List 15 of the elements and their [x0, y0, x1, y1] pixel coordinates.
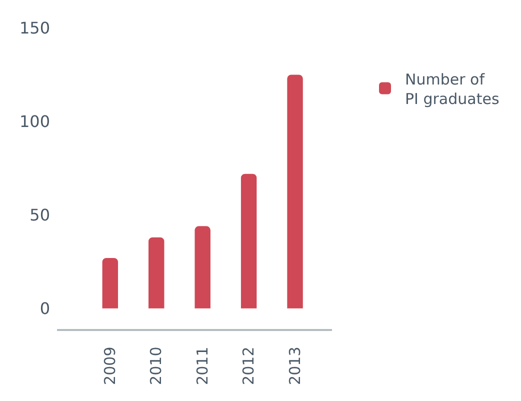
y-tick-label: 0 [40, 299, 50, 318]
y-tick-label: 150 [19, 18, 50, 38]
bar [102, 258, 118, 308]
x-tick-label: 2013 [286, 346, 304, 385]
legend-label: Number of PI graduates [405, 70, 500, 108]
y-tick-label: 100 [19, 112, 50, 132]
bar [194, 226, 210, 308]
bar [287, 74, 303, 308]
bar [240, 174, 257, 308]
y-tick-label: 50 [30, 206, 50, 225]
x-tick-label: 2010 [147, 346, 166, 385]
bar [148, 237, 164, 308]
x-tick-label: 2009 [101, 346, 120, 385]
x-tick-label: 2012 [240, 346, 258, 385]
x-tick-label: 2011 [193, 346, 212, 385]
